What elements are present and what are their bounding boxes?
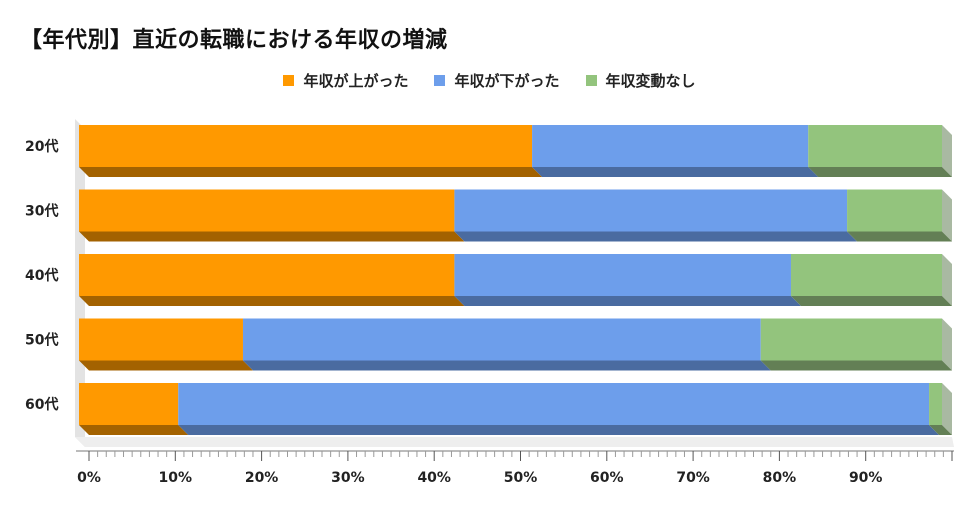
x-tick-label-1: 10% — [159, 470, 193, 486]
bar-side-3 — [942, 318, 952, 371]
bar-shade-3-1 — [242, 360, 771, 371]
x-tick-label-7: 70% — [676, 470, 710, 486]
bar-4-2 — [929, 383, 942, 425]
bar-0-1 — [532, 125, 809, 167]
bar-shade-1-1 — [454, 231, 858, 242]
legend-swatch-increase — [283, 75, 295, 86]
bar-side-2 — [942, 254, 952, 306]
bar-shade-2-0 — [79, 296, 465, 306]
bar-side-1 — [942, 189, 952, 242]
category-label-1: 30代 — [25, 203, 58, 220]
x-tick-label-2: 20% — [245, 470, 279, 486]
bar-2-2 — [790, 254, 942, 296]
bar-3-0 — [79, 318, 243, 361]
floor — [75, 437, 954, 447]
bar-shade-2-2 — [790, 296, 952, 306]
bar-1-0 — [79, 189, 455, 232]
legend-label-unchanged: 年収変動なし — [605, 72, 696, 90]
x-tick-label-0: 0% — [77, 470, 101, 486]
x-tick-label-4: 40% — [417, 470, 451, 486]
category-label-4: 60代 — [25, 396, 58, 413]
bar-shade-1-0 — [79, 231, 465, 242]
legend-label-decrease: 年収が下がった — [454, 72, 560, 90]
bar-shade-0-2 — [808, 167, 952, 177]
bar-3-2 — [760, 318, 942, 361]
legend-label-increase: 年収が上がった — [303, 72, 409, 90]
legend-swatch-unchanged — [585, 75, 597, 86]
category-label-0: 20代 — [25, 138, 58, 155]
bar-shade-1-2 — [847, 231, 952, 242]
legend: 年収が上がった 年収が下がった 年収変動なし — [0, 70, 979, 91]
category-label-2: 40代 — [25, 267, 58, 284]
bar-1-1 — [454, 189, 848, 232]
x-tick-label-8: 80% — [763, 470, 797, 486]
bar-1-2 — [847, 189, 942, 232]
legend-item-decrease: 年収が下がった — [434, 70, 560, 91]
legend-item-increase: 年収が上がった — [283, 70, 408, 91]
chart-title: 【年代別】直近の転職における年収の増減 — [20, 28, 448, 53]
bar-side-4 — [942, 383, 952, 435]
x-tick-label-9: 90% — [849, 470, 883, 486]
bar-shade-3-2 — [760, 360, 952, 371]
bar-0-2 — [808, 125, 942, 167]
legend-swatch-decrease — [434, 75, 446, 86]
x-tick-label-3: 30% — [331, 470, 365, 486]
category-label-3: 50代 — [25, 332, 58, 349]
bar-2-1 — [454, 254, 791, 296]
x-tick-label-6: 60% — [590, 470, 624, 486]
bar-shade-2-1 — [454, 296, 801, 306]
bar-shade-0-0 — [79, 167, 543, 177]
bar-shade-0-1 — [532, 167, 819, 177]
bar-4-1 — [178, 383, 930, 425]
bar-2-0 — [79, 254, 455, 296]
legend-item-unchanged: 年収変動なし — [585, 70, 696, 91]
x-tick-label-5: 50% — [504, 470, 538, 486]
bar-shade-3-0 — [79, 360, 253, 371]
bar-shade-4-1 — [178, 425, 940, 435]
bar-side-0 — [942, 125, 952, 177]
bar-shade-4-2 — [929, 425, 952, 435]
bar-shade-4-0 — [79, 425, 189, 435]
bar-0-0 — [79, 125, 533, 167]
bar-3-1 — [242, 318, 761, 361]
bar-4-0 — [79, 383, 179, 425]
